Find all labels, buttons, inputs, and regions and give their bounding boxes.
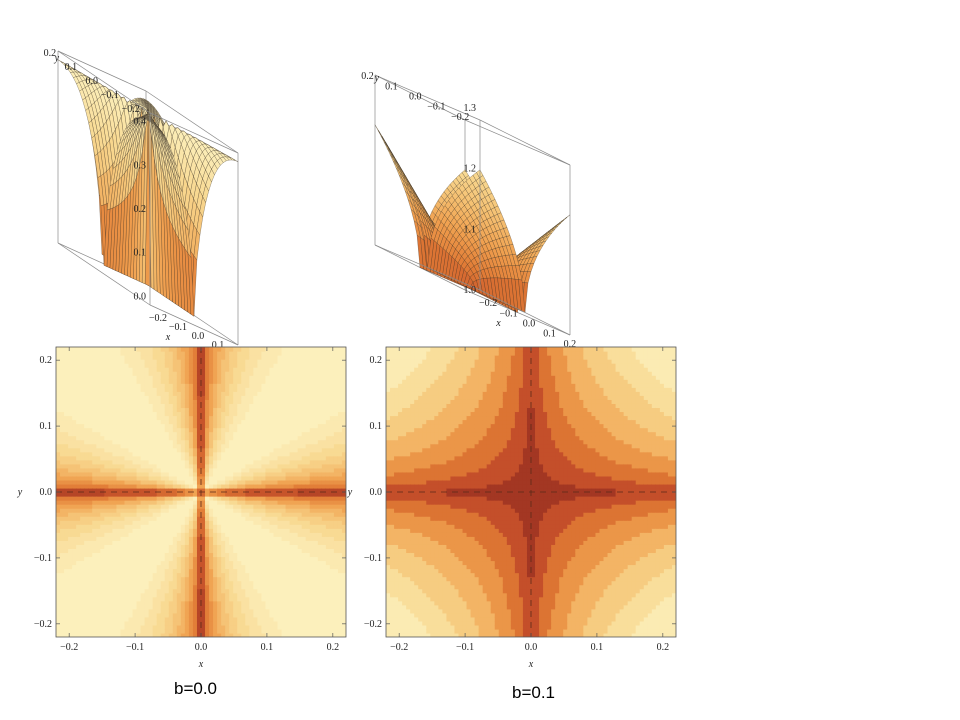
- x-tick-label: 0.1: [591, 642, 604, 653]
- y-axis-label: y: [347, 487, 353, 498]
- x-axis-label: x: [528, 659, 534, 670]
- y-tick-label: 0.0: [86, 76, 99, 87]
- x-axis-label: x: [198, 659, 204, 670]
- x-tick-label: 0.0: [525, 642, 538, 653]
- y-tick-label: 0.2: [40, 355, 53, 366]
- y-axis-label: y: [374, 73, 380, 84]
- y-tick-label: 0.1: [65, 62, 78, 73]
- z-tick-label: 0.1: [134, 248, 147, 259]
- valley-lines: [386, 347, 676, 637]
- x-tick-label: −0.1: [169, 322, 187, 333]
- y-tick-label: −0.1: [427, 102, 445, 113]
- y-tick-label: −0.2: [34, 619, 52, 630]
- contour-plot-b01: −0.2 −0.1 0.0 0.1 0.2 −0.2 −0.1 0.0 0.1 0.2 x y: [347, 346, 677, 670]
- y-tick-label: 0.0: [409, 92, 422, 103]
- surface-plot-b01: −0.2−0.10.00.10.2−0.2−0.10.00.10.21.01.1…: [361, 71, 576, 350]
- z-tick-label: 0.0: [134, 291, 147, 302]
- y-tick-label: −0.1: [364, 553, 382, 564]
- z-tick-label: 0.2: [134, 204, 147, 215]
- x-tick-label: 0.2: [327, 642, 340, 653]
- plot-box-front: [374, 74, 571, 336]
- y-tick-label: −0.2: [364, 619, 382, 630]
- valley-lines: [56, 347, 346, 637]
- surface-patch: [554, 222, 562, 229]
- y-axis-label: y: [17, 487, 23, 498]
- z-tick-label: 0.3: [134, 160, 147, 171]
- x-tick-label: 0.0: [192, 331, 205, 342]
- y-tick-label: 0.2: [44, 48, 57, 59]
- y-tick-label: −0.2: [122, 104, 140, 115]
- x-axis-label: x: [495, 318, 501, 329]
- caption-left: b=0.0: [174, 679, 218, 698]
- contour-fill: [386, 347, 676, 637]
- y-tick-label: 0.1: [385, 81, 398, 92]
- y-tick-label: −0.1: [101, 90, 119, 101]
- x-tick-label: −0.2: [390, 642, 408, 653]
- x-tick-label: −0.2: [149, 313, 167, 324]
- surface-plot-b0: −0.2−0.10.00.10.2−0.2−0.10.00.10.20.00.1…: [44, 48, 245, 360]
- y-tick-label: −0.1: [34, 553, 52, 564]
- y-tick-label: 0.1: [40, 421, 53, 432]
- x-tick-label: 0.2: [657, 642, 670, 653]
- ticks: [56, 347, 346, 637]
- x-tick-label: 0.0: [195, 642, 208, 653]
- contour-fill: [56, 347, 346, 637]
- z-tick-label: 1.1: [464, 224, 477, 235]
- z-tick-label: 1.3: [464, 103, 477, 114]
- x-tick-label: −0.1: [499, 308, 517, 319]
- z-tick-label: 0.4: [134, 117, 147, 128]
- caption-right: b=0.1: [512, 683, 556, 702]
- z-tick-label: 1.2: [464, 164, 477, 175]
- surface-mesh: [374, 124, 571, 313]
- z-tick-label: 1.0: [464, 285, 477, 296]
- plot-box-front: [57, 50, 239, 346]
- contour-plot-b0: −0.2 −0.1 0.0 0.1 0.2 −0.2 −0.1 0.0 0.1 0.2 x y: [17, 346, 347, 670]
- x-tick-label: 0.1: [543, 329, 556, 340]
- x-tick-label: −0.1: [126, 642, 144, 653]
- x-tick-label: 0.0: [523, 319, 536, 330]
- ticks: [386, 347, 676, 637]
- y-tick-label: 0.0: [370, 487, 383, 498]
- y-tick-label: 0.2: [370, 355, 383, 366]
- y-tick-label: 0.0: [40, 487, 53, 498]
- y-tick-label: −0.2: [451, 112, 469, 123]
- x-tick-label: 0.2: [564, 339, 577, 350]
- x-tick-label: −0.2: [60, 642, 78, 653]
- y-tick-label: 0.2: [361, 71, 374, 82]
- x-tick-label: −0.1: [456, 642, 474, 653]
- x-tick-label: 0.1: [261, 642, 274, 653]
- x-axis-label: x: [165, 332, 171, 343]
- x-tick-label: 0.1: [212, 340, 225, 351]
- y-tick-label: 0.1: [370, 421, 383, 432]
- x-tick-label: −0.2: [479, 298, 497, 309]
- surface-mesh: [57, 59, 239, 317]
- y-axis-label: y: [54, 53, 60, 64]
